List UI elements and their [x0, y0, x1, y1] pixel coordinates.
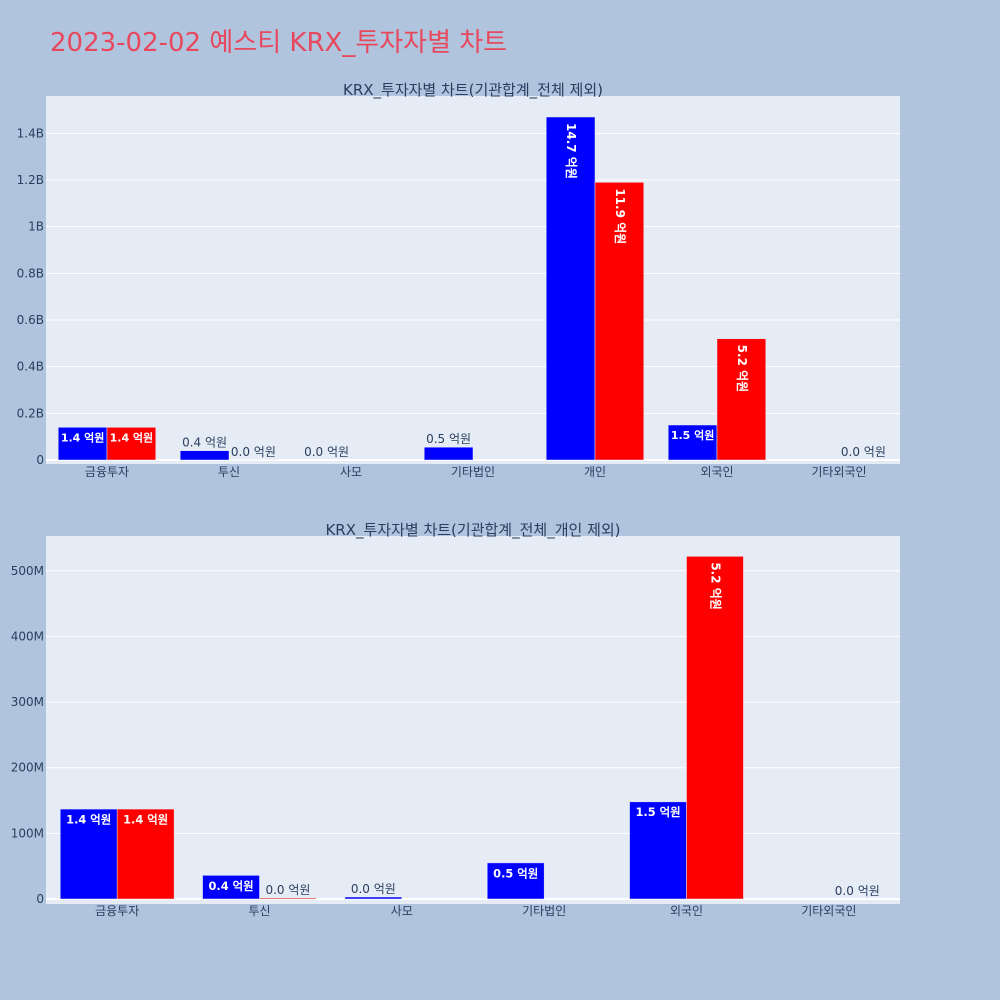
y-tick-label: 0.2B	[17, 406, 44, 420]
bar	[486, 862, 545, 900]
chart-title: KRX_투자자별 차트(기관합계_전체 제외)	[343, 81, 603, 100]
x-tick-label: 기타법인	[451, 465, 495, 479]
data-label: 1.4 억원	[61, 430, 105, 444]
data-label: 0.0 억원	[835, 884, 880, 898]
data-label: 1.5 억원	[671, 428, 715, 442]
y-tick-label: 200M	[11, 761, 44, 775]
plot-area	[46, 96, 900, 464]
x-tick-label: 기타법인	[522, 904, 566, 918]
x-tick-label: 사모	[391, 904, 413, 918]
bar	[106, 427, 157, 461]
y-tick-label: 1.2B	[17, 173, 44, 187]
data-label: 1.4 억원	[123, 812, 168, 826]
bar	[116, 808, 175, 900]
bar	[545, 116, 596, 461]
x-tick-label: 금융투자	[85, 465, 129, 479]
y-tick-label: 100M	[11, 826, 44, 840]
x-tick-label: 기타외국인	[811, 465, 866, 479]
bar	[629, 801, 687, 900]
bar	[59, 808, 118, 900]
data-label: 14.7 억원	[564, 123, 578, 179]
bar	[594, 182, 645, 461]
data-label: 0.5 억원	[493, 866, 538, 880]
x-tick-label: 금융투자	[95, 904, 139, 918]
x-tick-label: 외국인	[670, 904, 703, 918]
y-tick-label: 1.4B	[17, 126, 44, 140]
x-tick-label: 사모	[340, 465, 362, 479]
bar	[179, 450, 230, 461]
bar	[667, 424, 718, 461]
y-tick-label: 0	[36, 453, 44, 467]
data-label: 0.0 억원	[351, 882, 396, 896]
data-label: 0.0 억원	[304, 445, 349, 459]
bar	[259, 897, 317, 900]
data-label: 0.4 억원	[209, 879, 254, 893]
x-tick-label: 투신	[218, 465, 240, 479]
data-label: 0.0 억원	[265, 883, 310, 897]
y-tick-label: 300M	[11, 695, 44, 709]
data-label: 1.5 억원	[636, 805, 681, 819]
chart-2: KRX_투자자별 차트(기관합계_전체_개인 제외) 0 100M 200M 300M…	[11, 521, 900, 918]
data-label: 0.0 억원	[841, 445, 886, 459]
data-label: 1.4 억원	[110, 430, 154, 444]
bar	[57, 427, 108, 461]
y-tick-label: 0.4B	[17, 360, 44, 374]
data-label: 5.2 억원	[708, 562, 722, 610]
data-label: 0.4 억원	[182, 436, 227, 450]
x-tick-label: 기타외국인	[801, 904, 856, 918]
x-tick-label: 개인	[584, 465, 606, 479]
bar	[716, 338, 767, 461]
y-tick-label: 0.8B	[17, 266, 44, 280]
y-tick-label: 0	[36, 892, 44, 906]
data-label: 11.9 억원	[613, 188, 627, 244]
page-title: 2023-02-02 예스티 KRX_투자자별 차트	[50, 28, 508, 58]
y-tick-label: 500M	[11, 564, 44, 578]
y-tick-label: 1B	[28, 220, 44, 234]
chart-title: KRX_투자자별 차트(기관합계_전체_개인 제외)	[325, 521, 620, 540]
bar	[686, 556, 744, 900]
x-tick-label: 외국인	[700, 465, 733, 479]
bar	[344, 896, 403, 900]
data-label: 1.4 억원	[66, 812, 111, 826]
chart-1: KRX_투자자별 차트(기관합계_전체 제외) 0 0.2B 0.4B 0.6B 0.8…	[17, 81, 900, 479]
data-label: 5.2 억원	[735, 345, 749, 393]
data-label: 0.5 억원	[426, 432, 471, 446]
y-tick-label: 400M	[11, 629, 44, 643]
data-label: 0.0 억원	[231, 445, 276, 459]
bar	[202, 875, 260, 900]
bar	[423, 446, 474, 461]
x-tick-label: 투신	[248, 904, 270, 918]
plot-area	[46, 536, 900, 904]
y-tick-label: 0.6B	[17, 313, 44, 327]
